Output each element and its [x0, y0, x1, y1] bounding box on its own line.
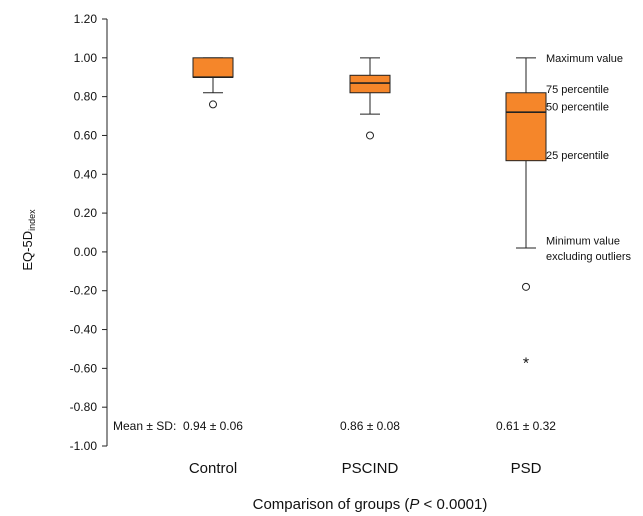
legend-annotation: 25 percentile [546, 150, 609, 162]
x-axis-title: Comparison of groups (P < 0.0001) [253, 496, 488, 513]
category-label: Control [189, 460, 237, 477]
y-tick-label: -1.00 [70, 439, 98, 453]
legend-annotation: 75 percentile [546, 84, 609, 96]
mean-sd-prefix: Mean ± SD: [113, 419, 176, 433]
iqr-box [192, 57, 234, 78]
y-tick-label: 1.20 [74, 12, 98, 26]
y-tick-label: 0.20 [74, 206, 98, 220]
box-group [349, 57, 391, 140]
category-label: PSD [511, 460, 542, 477]
y-tick-label: -0.80 [70, 400, 98, 414]
outlier-circle [366, 131, 374, 140]
boxes: * [192, 57, 547, 373]
y-tick-label: -0.60 [70, 361, 98, 375]
box-group: * [505, 57, 547, 373]
mean-sd-value: 0.61 ± 0.32 [496, 419, 556, 433]
legend-annotation: excluding outliers [546, 251, 631, 263]
y-tick-label: 0.40 [74, 167, 98, 181]
box-group [192, 57, 234, 109]
x-axis-title-prefix: Comparison of groups ( [253, 496, 410, 513]
x-axis-title-suffix: < 0.0001) [419, 496, 487, 513]
y-tick-label: -0.20 [70, 284, 98, 298]
outlier-star: * [523, 356, 529, 373]
y-tick-label: 0.00 [74, 245, 98, 259]
mean-sd-value: 0.86 ± 0.08 [340, 419, 400, 433]
mean-sd-value: 0.94 ± 0.06 [183, 419, 243, 433]
legend-annotation: Maximum value [546, 53, 623, 65]
y-tick-label: 0.60 [74, 128, 98, 142]
legend-annotation: Minimum value [546, 235, 620, 247]
y-axis-title: EQ-5Dindex [20, 209, 37, 271]
y-tick-label: 1.00 [74, 51, 98, 65]
axes: 1.20 1.00 0.80 0.60 0.40 0.20 0.00 -0.20 -0.40 -0… [70, 12, 108, 453]
outlier-circle [522, 282, 530, 291]
x-axis-title-p: P [409, 496, 419, 513]
y-axis-title-main: EQ-5D [20, 231, 35, 271]
category-label: PSCIND [342, 460, 399, 477]
y-axis-title-subscript: index [27, 209, 37, 231]
iqr-box [505, 92, 547, 162]
y-tick-label: -0.40 [70, 323, 98, 337]
labels: EQ-5Dindex Control PSCIND PSD Comparison of … [20, 53, 631, 513]
outlier-circle [209, 100, 217, 109]
y-tick-label: 0.80 [74, 90, 98, 104]
iqr-box [349, 74, 391, 94]
legend-annotation: 50 percentile [546, 101, 609, 113]
